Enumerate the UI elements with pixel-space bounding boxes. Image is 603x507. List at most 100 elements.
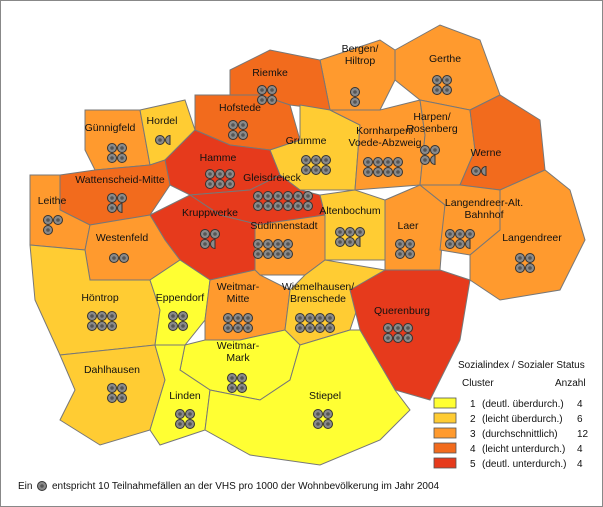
dot-center xyxy=(266,194,270,198)
dot-center xyxy=(188,412,192,416)
dot-center xyxy=(353,90,357,94)
dot-center xyxy=(435,88,439,92)
dot-center xyxy=(158,138,162,142)
dot-center xyxy=(435,78,439,82)
dot-group xyxy=(313,409,333,429)
district-label: Hordel xyxy=(147,115,178,127)
district-label: Weitmar- xyxy=(217,281,260,293)
legend-count: 4 xyxy=(577,444,583,455)
district-label: Hofstede xyxy=(219,102,261,114)
dot-center xyxy=(231,123,235,127)
dot-group xyxy=(301,155,331,175)
dot-center xyxy=(433,148,437,152)
dot-center xyxy=(90,314,94,318)
district-label: Dahlhausen xyxy=(84,364,140,376)
dot-center xyxy=(328,326,332,330)
district-label: Bergen/ xyxy=(342,43,379,55)
dot-center xyxy=(256,242,260,246)
dot-center xyxy=(110,196,114,200)
dot-center xyxy=(518,256,522,260)
dot-center xyxy=(260,98,264,102)
dot-center xyxy=(408,252,412,256)
legend-swatch xyxy=(433,442,457,454)
dot-center xyxy=(296,194,300,198)
district-label: Mitte xyxy=(227,293,250,305)
dot-group xyxy=(445,229,475,250)
legend-label: (durchschnittlich) xyxy=(482,429,558,440)
dot-center xyxy=(266,242,270,246)
district-label: Werne xyxy=(471,147,502,159)
dot-group xyxy=(471,165,487,177)
dot-center xyxy=(120,156,124,160)
district-label: Eppendorf xyxy=(156,292,205,304)
legend-number: 1 xyxy=(470,399,476,410)
dot-center xyxy=(286,204,290,208)
district-label: Kornharpen/ xyxy=(356,125,414,137)
dot-center xyxy=(304,158,308,162)
legend-count: 4 xyxy=(577,459,583,470)
district-label: Stiepel xyxy=(309,390,341,402)
dot-center xyxy=(56,218,60,222)
district xyxy=(204,329,411,466)
dot-center xyxy=(386,160,390,164)
legend-count: 4 xyxy=(577,399,583,410)
dot-center xyxy=(256,204,260,208)
half-dot xyxy=(355,236,361,248)
dot-center xyxy=(326,412,330,416)
dot-center xyxy=(188,422,192,426)
dot-group xyxy=(432,75,452,95)
dot-center xyxy=(208,182,212,186)
dot-center xyxy=(396,160,400,164)
dot-center xyxy=(286,242,290,246)
district-label: Südinnenstadt xyxy=(250,220,317,232)
dot-center xyxy=(240,376,244,380)
dot-center xyxy=(171,314,175,318)
dot-center xyxy=(474,169,478,173)
dot-center xyxy=(256,252,260,256)
legend-header: Cluster xyxy=(462,378,494,389)
dot-center xyxy=(228,182,232,186)
dot-group xyxy=(175,409,195,429)
dot-center xyxy=(353,100,357,104)
dot-center xyxy=(338,240,342,244)
dot-group xyxy=(335,227,365,248)
dot-center xyxy=(203,242,207,246)
dot-group xyxy=(295,313,335,333)
dot-center xyxy=(324,158,328,162)
dot-center xyxy=(276,204,280,208)
dot-center xyxy=(218,182,222,186)
dot-center xyxy=(448,242,452,246)
legend-label: (leicht unterdurch.) xyxy=(482,444,565,455)
dot-center xyxy=(178,412,182,416)
dot-center xyxy=(110,396,114,400)
dot-center xyxy=(458,232,462,236)
dot-group xyxy=(420,145,440,166)
dot-center xyxy=(276,194,280,198)
dot-group xyxy=(43,215,63,235)
legend-swatch xyxy=(433,427,457,439)
dot-center xyxy=(338,230,342,234)
dot-center xyxy=(396,336,400,340)
half-dot xyxy=(465,238,471,250)
legend-count: 6 xyxy=(577,414,583,425)
dot-center xyxy=(528,256,532,260)
dot-center xyxy=(423,148,427,152)
dot-center xyxy=(518,266,522,270)
dot-center xyxy=(120,146,124,150)
district-label: Grumme xyxy=(286,135,327,147)
legend-count: 12 xyxy=(577,429,589,440)
district xyxy=(149,259,211,346)
dot-center xyxy=(178,422,182,426)
legend-swatch xyxy=(433,457,457,469)
dot-group xyxy=(155,134,171,146)
dot-center xyxy=(396,170,400,174)
dot-center xyxy=(468,232,472,236)
legend-number: 3 xyxy=(470,429,476,440)
dot-center xyxy=(286,252,290,256)
dot-center xyxy=(240,386,244,390)
dot-center xyxy=(110,386,114,390)
dot-center xyxy=(358,230,362,234)
dot-center xyxy=(218,172,222,176)
district-label: Gleisdreieck xyxy=(243,172,302,184)
